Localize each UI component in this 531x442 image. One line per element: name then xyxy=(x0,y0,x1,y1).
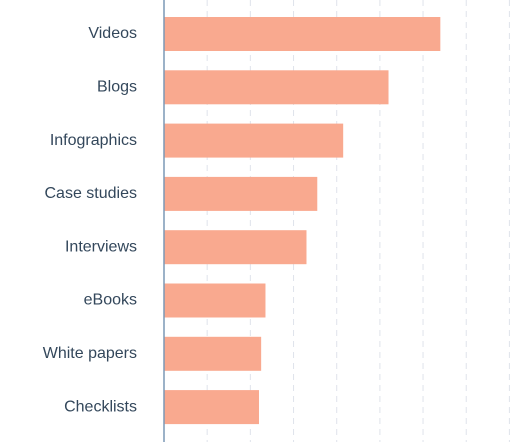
bar xyxy=(164,390,259,425)
y-tick-label: Case studies xyxy=(45,185,138,202)
bar xyxy=(164,283,266,318)
y-tick-label: White papers xyxy=(43,345,137,362)
y-tick-label: Blogs xyxy=(97,79,137,96)
y-tick-label: Infographics xyxy=(50,132,137,149)
y-tick-label: Videos xyxy=(88,25,137,42)
bar xyxy=(164,336,262,371)
y-tick-label: eBooks xyxy=(84,292,137,309)
y-tick-label: Interviews xyxy=(65,238,137,255)
bar xyxy=(164,70,389,105)
bar xyxy=(164,176,318,211)
y-tick-label: Checklists xyxy=(64,398,137,415)
bar xyxy=(164,230,307,265)
bar xyxy=(164,123,344,158)
bar xyxy=(164,17,441,51)
